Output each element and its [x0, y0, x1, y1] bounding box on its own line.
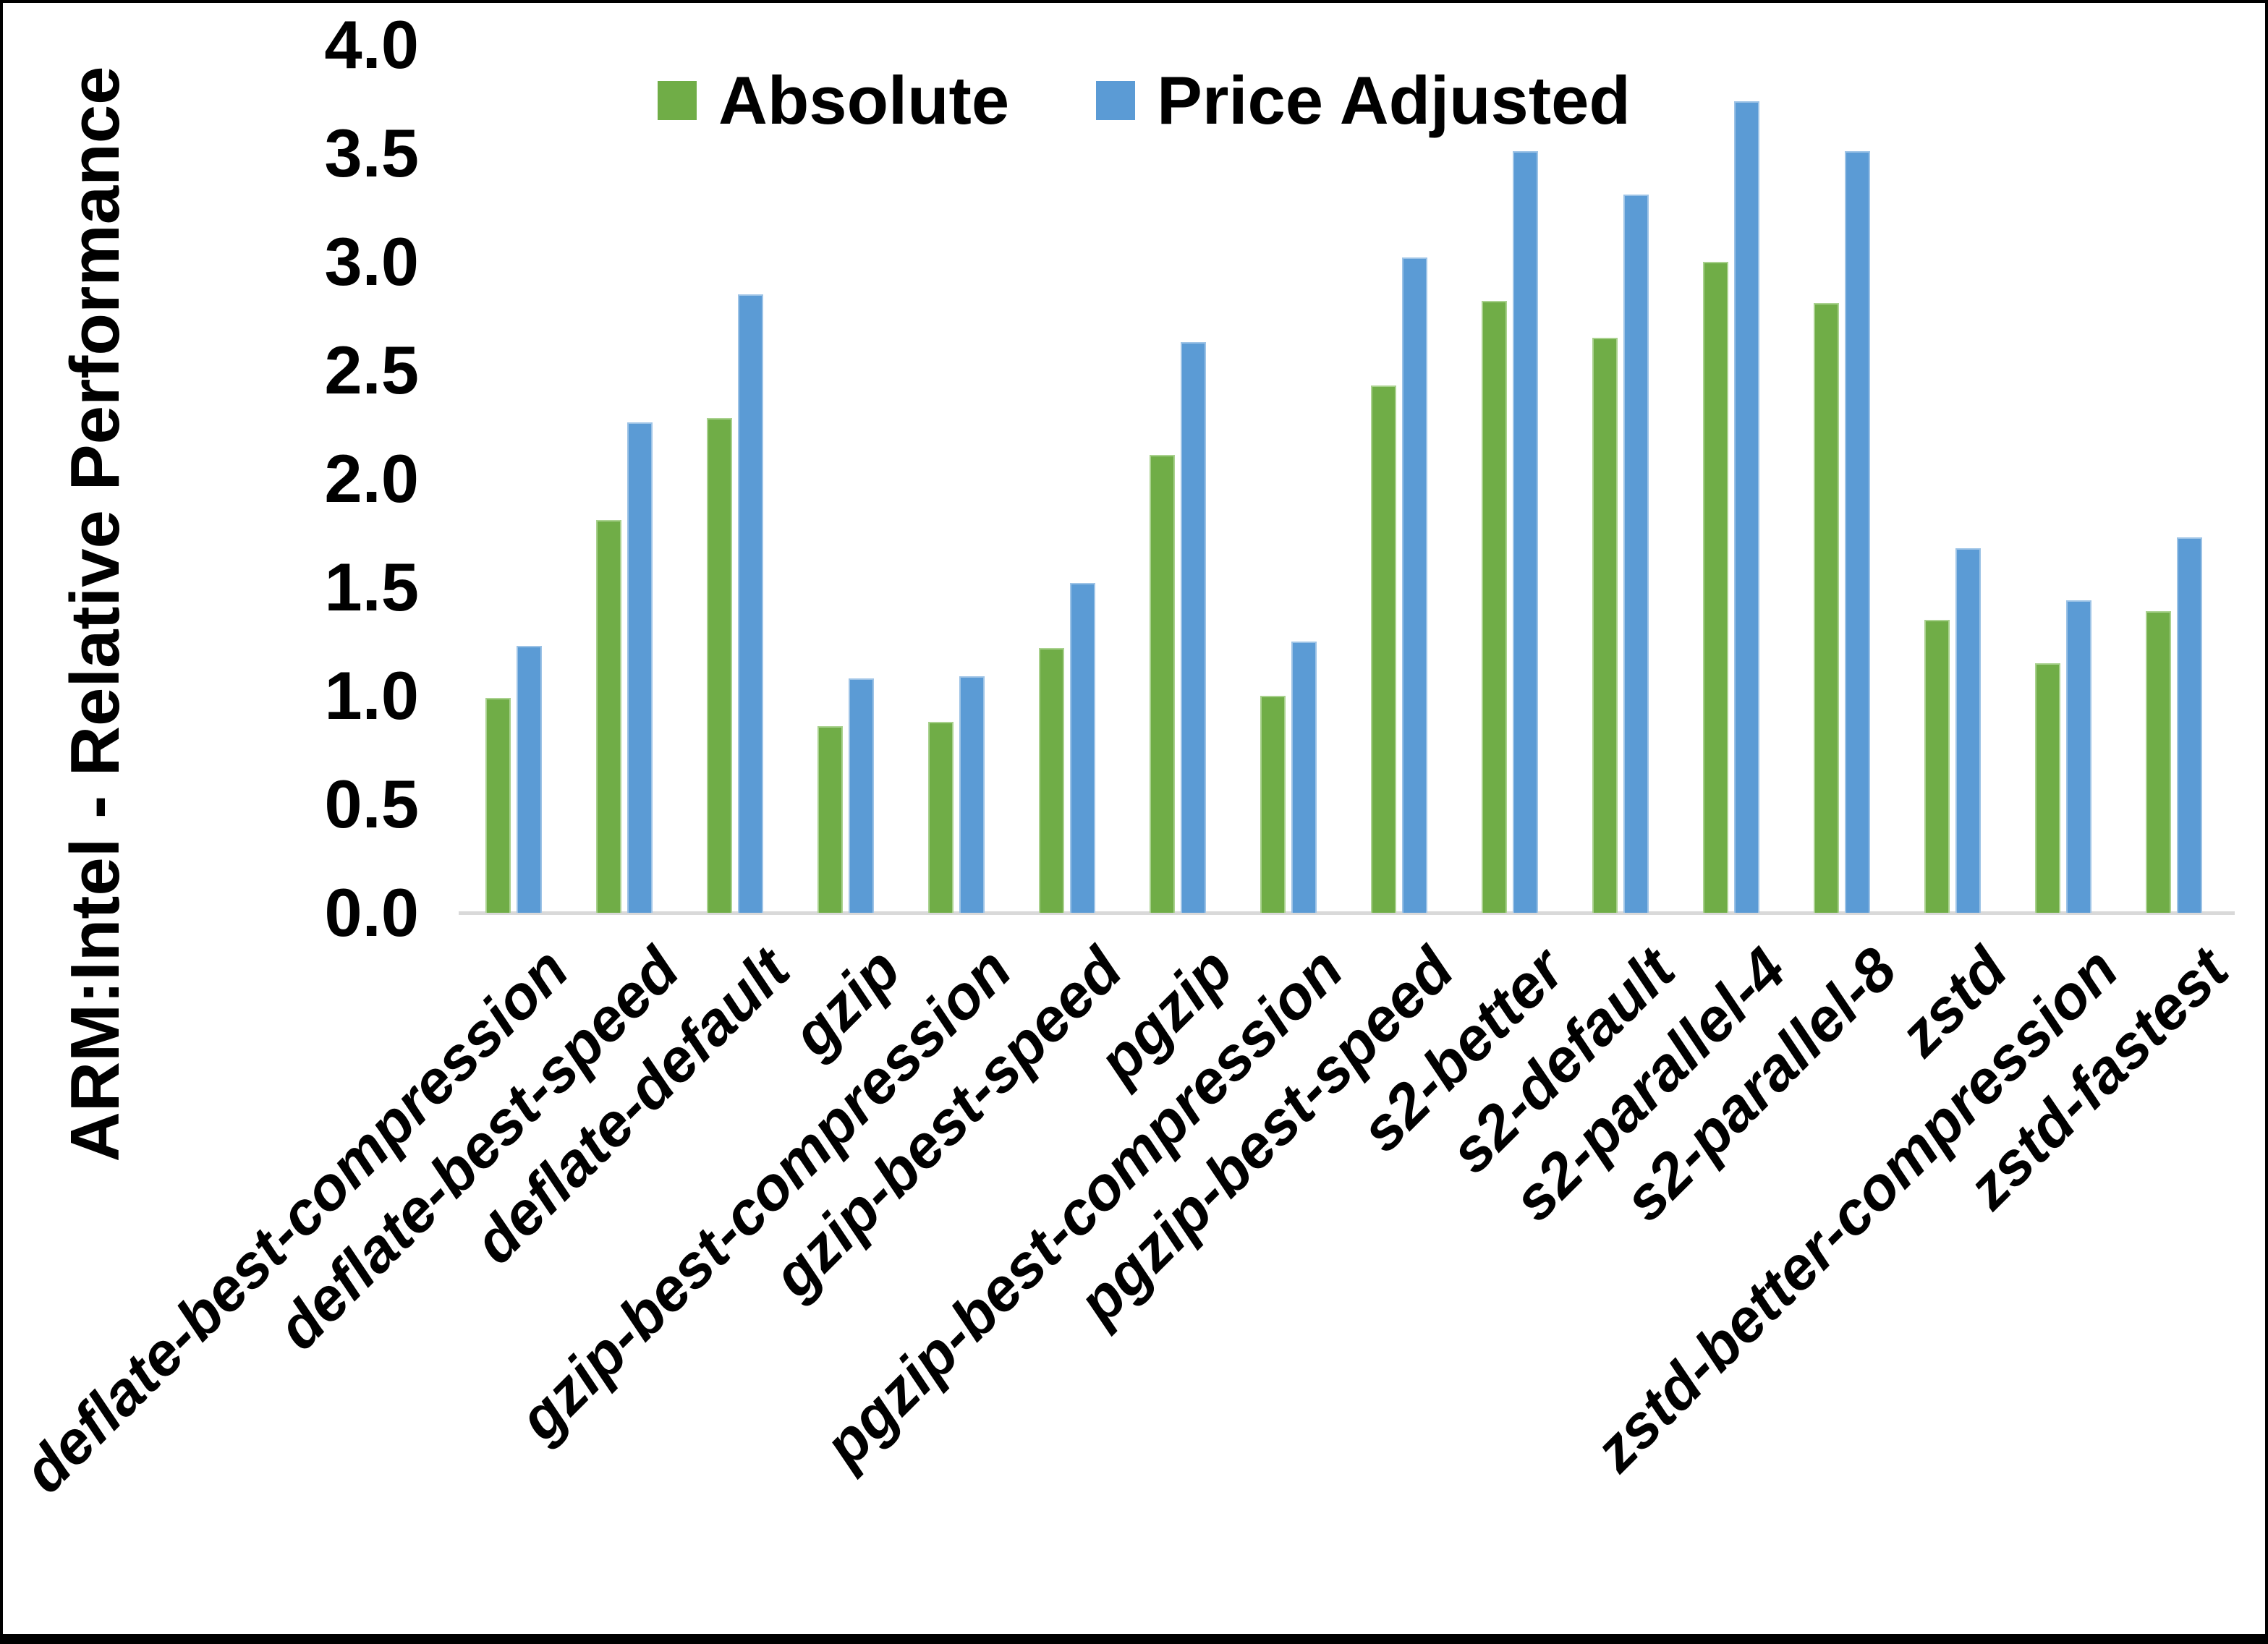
- legend-label-absolute: Absolute: [718, 62, 1010, 138]
- legend-swatch-price-adjusted: [1096, 81, 1136, 120]
- bar-absolute-deflate-default: [707, 418, 732, 913]
- bar-absolute-s2-better: [1482, 301, 1507, 913]
- bar-absolute-pgzip: [1150, 455, 1175, 913]
- plot-area: 0.0 0.5 1.0 1.5 2.0 2.5 3.0 3.5 4.0 deflate-best…: [3, 3, 2265, 1634]
- y-tick-label-1.0: 1.0: [324, 657, 419, 733]
- bar-absolute-zstd-better-compression: [2035, 663, 2060, 913]
- y-tick-label-2.0: 2.0: [324, 440, 419, 516]
- bar-price-adjusted-gzip-best-speed: [1070, 583, 1095, 913]
- y-tick-label-2.5: 2.5: [324, 332, 419, 408]
- bar-absolute-deflate-best-speed: [596, 520, 621, 913]
- bar-price-adjusted-s2-parallel-8: [1845, 151, 1870, 913]
- bar-price-adjusted-s2-better: [1513, 151, 1538, 913]
- bar-price-adjusted-gzip: [849, 678, 874, 913]
- bar-absolute-deflate-best-compression: [485, 698, 511, 913]
- legend: Absolute Price Adjusted: [658, 67, 1631, 135]
- x-axis-line: [459, 911, 2235, 915]
- legend-item-price-adjusted: Price Adjusted: [1096, 67, 1631, 135]
- bar-price-adjusted-zstd: [1955, 548, 1981, 913]
- bar-price-adjusted-pgzip-best-compression: [1291, 642, 1317, 913]
- y-tick-label-0.0: 0.0: [324, 874, 419, 950]
- bar-absolute-gzip-best-compression: [928, 722, 954, 913]
- legend-item-absolute: Absolute: [658, 67, 1009, 135]
- bar-price-adjusted-pgzip: [1181, 342, 1206, 913]
- bar-absolute-pgzip-best-speed: [1371, 386, 1396, 913]
- legend-swatch-absolute: [658, 81, 697, 120]
- bar-absolute-gzip-best-speed: [1039, 648, 1064, 913]
- y-tick-label-3.5: 3.5: [324, 115, 419, 191]
- bar-price-adjusted-zstd-better-compression: [2066, 600, 2091, 913]
- bar-price-adjusted-deflate-best-compression: [517, 646, 542, 913]
- bar-price-adjusted-deflate-best-speed: [627, 422, 653, 913]
- bar-absolute-zstd: [1924, 620, 1950, 913]
- bar-price-adjusted-pgzip-best-speed: [1402, 257, 1427, 913]
- legend-label-price-adjusted: Price Adjusted: [1157, 62, 1631, 138]
- bar-absolute-s2-parallel-8: [1814, 303, 1839, 913]
- y-tick-label-0.5: 0.5: [324, 766, 419, 842]
- bar-price-adjusted-deflate-default: [738, 294, 763, 913]
- bar-price-adjusted-s2-parallel-4: [1734, 101, 1759, 913]
- bar-absolute-gzip: [817, 726, 843, 913]
- bar-price-adjusted-s2-default: [1623, 195, 1649, 913]
- y-tick-label-3.0: 3.0: [324, 223, 419, 299]
- bar-price-adjusted-zstd-fastest: [2177, 537, 2202, 913]
- bar-absolute-s2-parallel-4: [1703, 262, 1728, 913]
- bar-absolute-zstd-fastest: [2146, 611, 2171, 913]
- y-tick-label-1.5: 1.5: [324, 549, 419, 625]
- y-tick-label-4.0: 4.0: [324, 7, 419, 82]
- bar-price-adjusted-gzip-best-compression: [959, 676, 985, 913]
- bar-absolute-s2-default: [1592, 338, 1618, 913]
- bar-absolute-pgzip-best-compression: [1260, 696, 1286, 913]
